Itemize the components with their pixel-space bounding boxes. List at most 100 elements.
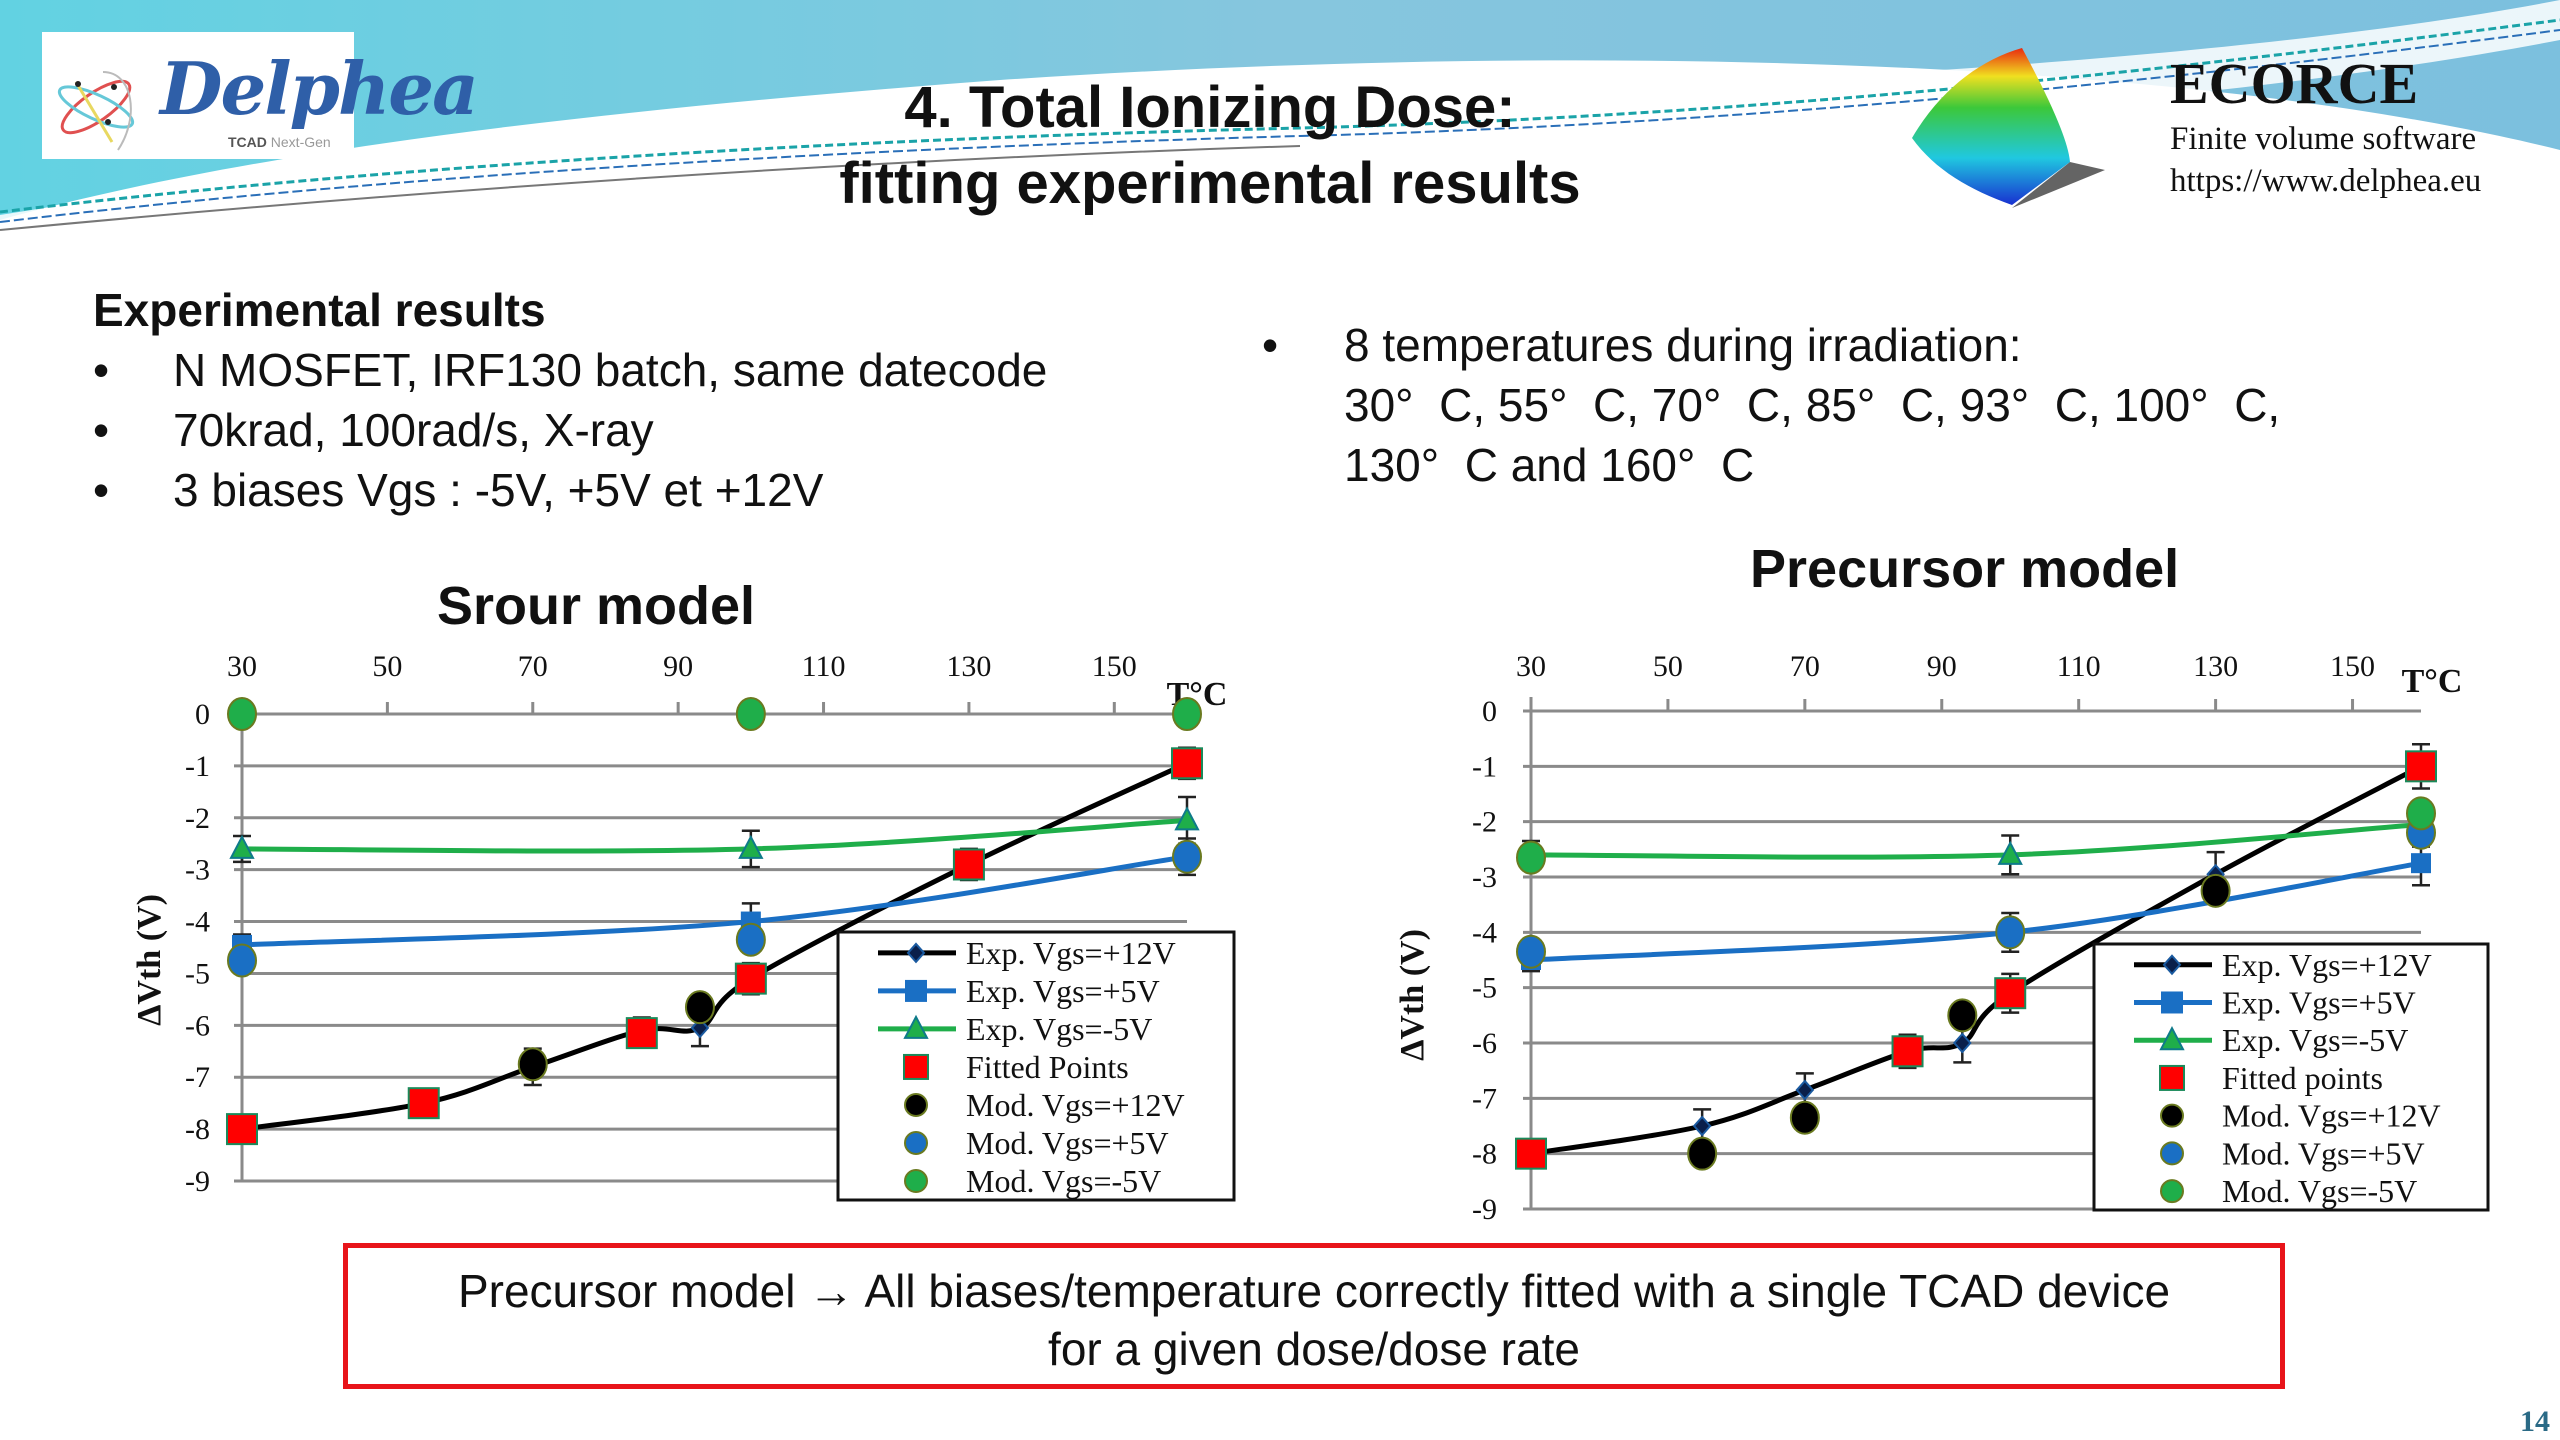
y-tick-label: -9 bbox=[1472, 1193, 1497, 1226]
x-tick-label: 130 bbox=[2193, 650, 2238, 683]
fitted-point bbox=[1994, 977, 2027, 1010]
data-point-triangle bbox=[1997, 840, 2023, 865]
y-tick-label: -8 bbox=[1472, 1138, 1497, 1171]
fitted-point bbox=[1891, 1035, 1924, 1068]
legend-label: Fitted points bbox=[2222, 1060, 2383, 1096]
legend-square-icon bbox=[905, 979, 927, 1002]
data-point-diamond bbox=[1952, 1032, 1972, 1054]
title-line-1: 4. Total Ionizing Dose: bbox=[904, 75, 1516, 140]
fitted-point bbox=[226, 1113, 258, 1146]
model-point bbox=[2200, 873, 2231, 908]
legend-diamond-icon bbox=[2162, 954, 2182, 976]
fitted-point bbox=[734, 962, 767, 995]
legend-circle-icon bbox=[904, 1168, 928, 1193]
y-tick-label: -3 bbox=[1472, 861, 1497, 894]
fitted-point bbox=[407, 1087, 440, 1120]
y-tick-label: -1 bbox=[185, 750, 210, 783]
legend-label: Mod. Vgs=+5V bbox=[2222, 1135, 2425, 1171]
ecorce-surface-icon bbox=[1912, 48, 2105, 208]
experimental-bullets: N MOSFET, IRF130 batch, same datecode 70… bbox=[93, 340, 1047, 520]
legend-label: Mod. Vgs=-5V bbox=[966, 1163, 1161, 1199]
legend-diamond-icon bbox=[906, 942, 926, 964]
y-tick-label: -4 bbox=[1472, 916, 1497, 949]
model-point bbox=[1172, 839, 1202, 874]
logo-tagline: TCAD Next-Gen bbox=[228, 134, 331, 150]
model-point bbox=[1995, 915, 2026, 950]
x-tick-label: 30 bbox=[227, 650, 257, 683]
ecorce-url[interactable]: https://www.delphea.eu bbox=[2170, 163, 2482, 199]
y-tick-label: -6 bbox=[1472, 1027, 1497, 1060]
data-point-square bbox=[2411, 853, 2431, 874]
model-point bbox=[1516, 934, 1546, 969]
conclusion-line-2: for a given dose/dose rate bbox=[1048, 1323, 1580, 1375]
legend-label: Exp. Vgs=+5V bbox=[966, 973, 1160, 1009]
legend-circle-icon bbox=[2160, 1179, 2184, 1204]
y-tick-label: -8 bbox=[185, 1113, 210, 1146]
data-point-diamond bbox=[1692, 1115, 1712, 1137]
x-axis-label: T°C bbox=[2402, 663, 2463, 700]
bullet-item: 70krad, 100rad/s, X-ray bbox=[93, 400, 1047, 460]
legend-label: Mod. Vgs=+5V bbox=[966, 1125, 1169, 1161]
y-tick-label: -1 bbox=[1472, 750, 1497, 783]
precursor-chart-title: Precursor model bbox=[1750, 539, 2180, 599]
y-tick-label: -9 bbox=[185, 1165, 210, 1198]
logo-tag-bold: TCAD bbox=[228, 134, 267, 150]
legend-label: Mod. Vgs=+12V bbox=[2222, 1098, 2441, 1134]
ecorce-tagline: Finite volume software bbox=[2170, 121, 2477, 157]
logo-wordmark: Delphea bbox=[160, 46, 479, 131]
model-point bbox=[684, 990, 715, 1025]
logo-tag-light: Next-Gen bbox=[270, 134, 331, 150]
fitted-point bbox=[1515, 1137, 1547, 1170]
legend-label: Exp. Vgs=+12V bbox=[966, 935, 1176, 971]
legend-triangle-icon bbox=[903, 1014, 929, 1039]
delphea-logo: Delphea TCAD Next-Gen bbox=[42, 32, 479, 159]
y-tick-label: -5 bbox=[1472, 972, 1497, 1005]
y-tick-label: -7 bbox=[1472, 1082, 1497, 1115]
fitted-point bbox=[625, 1017, 658, 1050]
x-tick-label: 30 bbox=[1516, 650, 1546, 683]
data-point-triangle bbox=[229, 834, 255, 859]
legend-label: Exp. Vgs=+5V bbox=[2222, 984, 2416, 1020]
x-tick-label: 150 bbox=[1092, 650, 1137, 683]
x-tick-label: 50 bbox=[1653, 650, 1683, 683]
model-point bbox=[2406, 796, 2436, 831]
y-axis-label: ΔVth (V) bbox=[1394, 929, 1431, 1061]
temperatures-bullet: • 8 temperatures during irradiation: 30°… bbox=[1262, 315, 2280, 495]
model-point bbox=[1789, 1100, 1820, 1135]
x-tick-label: 130 bbox=[946, 650, 991, 683]
x-tick-label: 50 bbox=[372, 650, 402, 683]
y-tick-label: -4 bbox=[185, 906, 210, 939]
legend-label: Exp. Vgs=+12V bbox=[2222, 947, 2432, 983]
x-tick-label: 70 bbox=[518, 650, 548, 683]
y-tick-label: -7 bbox=[185, 1061, 210, 1094]
temperatures-line-1: 8 temperatures during irradiation: bbox=[1344, 319, 2022, 371]
temperatures-line-3: 130° C and 160° C bbox=[1344, 439, 1755, 491]
y-tick-label: 0 bbox=[195, 698, 210, 731]
conclusion-box: Precursor model → All biases/temperature… bbox=[343, 1243, 2285, 1389]
model-point bbox=[1947, 998, 1978, 1033]
model-point bbox=[1516, 840, 1546, 875]
x-tick-label: 110 bbox=[802, 650, 846, 683]
data-point-triangle bbox=[738, 834, 764, 859]
legend-label: Mod. Vgs=+12V bbox=[966, 1087, 1185, 1123]
x-tick-label: 90 bbox=[663, 650, 693, 683]
legend-circle-icon bbox=[904, 1092, 928, 1117]
x-tick-label: 70 bbox=[1790, 650, 1820, 683]
legend-fitted-icon bbox=[903, 1053, 929, 1080]
experimental-results-heading: Experimental results bbox=[93, 284, 546, 336]
bullet-dot: • bbox=[1262, 319, 1279, 371]
data-point-diamond bbox=[1795, 1079, 1815, 1101]
y-tick-label: -6 bbox=[185, 1009, 210, 1042]
fitted-point bbox=[952, 848, 985, 881]
model-point bbox=[1687, 1136, 1718, 1171]
legend-label: Exp. Vgs=-5V bbox=[2222, 1022, 2408, 1058]
ecorce-name: ECORCE bbox=[2170, 51, 2419, 116]
y-tick-label: -5 bbox=[185, 957, 210, 990]
y-tick-label: -2 bbox=[1472, 806, 1497, 839]
series-line bbox=[1530, 821, 2422, 860]
ecorce-subtitle: Finite volume software https://www.delph… bbox=[2170, 118, 2481, 202]
